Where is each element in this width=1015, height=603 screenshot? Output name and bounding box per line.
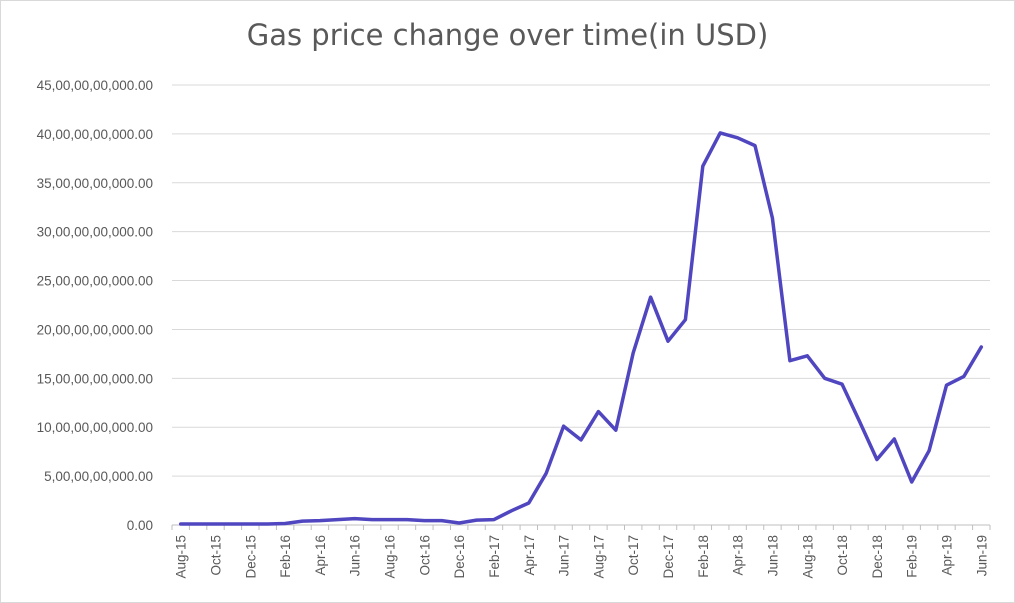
data-point bbox=[736, 136, 739, 139]
data-point bbox=[231, 523, 234, 526]
x-tick-label: Dec-18 bbox=[870, 535, 885, 579]
x-tick-label: Jun-16 bbox=[348, 535, 363, 576]
data-point bbox=[667, 340, 670, 343]
data-point bbox=[475, 519, 478, 522]
chart-title: Gas price change over time(in USD) bbox=[246, 18, 769, 52]
x-tick-label: Dec-16 bbox=[452, 535, 467, 579]
x-tick-label: Feb-16 bbox=[278, 535, 293, 578]
data-point bbox=[980, 346, 983, 349]
data-point bbox=[405, 518, 408, 521]
data-point bbox=[771, 216, 774, 219]
data-point bbox=[458, 522, 461, 525]
data-point bbox=[318, 519, 321, 522]
data-point bbox=[336, 518, 339, 521]
x-tick-label: Aug-16 bbox=[383, 535, 398, 579]
data-point bbox=[858, 420, 861, 423]
x-tick-label: Dec-15 bbox=[243, 535, 258, 579]
data-point bbox=[179, 523, 182, 526]
y-tick-label: 30,00,00,00,000.00 bbox=[37, 225, 153, 240]
x-tick-label: Aug-17 bbox=[591, 535, 606, 579]
data-point bbox=[788, 359, 791, 362]
x-tick-label: Feb-19 bbox=[905, 535, 920, 578]
x-axis: Aug-15 Oct-15 Dec-15 Feb-16 Apr-16 Jun-16 Aug-… bbox=[171, 524, 991, 579]
x-tick-label: Apr-19 bbox=[939, 535, 954, 576]
data-point bbox=[806, 354, 809, 357]
y-tick-label: 45,00,00,00,000.00 bbox=[37, 78, 153, 93]
data-point bbox=[928, 449, 931, 452]
x-tick-label: Oct-18 bbox=[835, 535, 850, 576]
x-tick-label: Aug-15 bbox=[174, 535, 189, 579]
data-point bbox=[214, 523, 217, 526]
data-point bbox=[423, 519, 426, 522]
data-point bbox=[719, 131, 722, 134]
x-tick-label: Oct-17 bbox=[626, 535, 641, 576]
y-tick-label: 15,00,00,00,000.00 bbox=[37, 371, 153, 386]
data-point bbox=[301, 520, 304, 523]
x-tick-label: Feb-17 bbox=[487, 535, 502, 578]
data-point bbox=[545, 472, 548, 475]
data-point bbox=[893, 437, 896, 440]
series-line bbox=[178, 131, 984, 526]
data-point bbox=[527, 502, 530, 505]
y-tick-label: 20,00,00,00,000.00 bbox=[37, 322, 153, 337]
data-point bbox=[492, 518, 495, 521]
data-point bbox=[649, 296, 652, 299]
data-point bbox=[632, 351, 635, 354]
y-tick-label: 10,00,00,00,000.00 bbox=[37, 420, 153, 435]
x-tick-label: Apr-16 bbox=[313, 535, 328, 576]
gridlines bbox=[172, 84, 990, 477]
data-point bbox=[388, 518, 391, 521]
data-point bbox=[580, 438, 583, 441]
data-point bbox=[353, 517, 356, 520]
y-tick-label: 5,00,00,00,000.00 bbox=[44, 469, 153, 484]
data-point bbox=[945, 384, 948, 387]
x-tick-label: Jun-19 bbox=[974, 535, 989, 576]
data-point bbox=[197, 523, 200, 526]
x-tick-label: Oct-16 bbox=[417, 535, 432, 576]
data-point bbox=[371, 518, 374, 521]
y-tick-label: 0.00 bbox=[127, 518, 153, 533]
data-point bbox=[701, 165, 704, 168]
x-tick-label: Jun-18 bbox=[765, 535, 780, 576]
data-point bbox=[284, 522, 287, 525]
data-point bbox=[249, 523, 252, 526]
data-point bbox=[823, 377, 826, 380]
data-point bbox=[266, 523, 269, 526]
data-point bbox=[614, 429, 617, 432]
data-point bbox=[841, 383, 844, 386]
data-point bbox=[562, 425, 565, 428]
data-point bbox=[684, 318, 687, 321]
plot-area bbox=[178, 131, 984, 526]
data-point bbox=[754, 144, 757, 147]
data-point bbox=[875, 458, 878, 461]
y-axis: 0.00 5,00,00,00,000.00 10,00,00,00,000.00 1… bbox=[37, 78, 153, 533]
data-point bbox=[440, 519, 443, 522]
x-tick-label: Apr-18 bbox=[731, 535, 746, 576]
x-tick-label: Dec-17 bbox=[661, 535, 676, 579]
x-tick-label: Apr-17 bbox=[522, 535, 537, 576]
y-tick-label: 25,00,00,00,000.00 bbox=[37, 274, 153, 289]
x-tick-label: Oct-15 bbox=[209, 535, 224, 576]
y-tick-label: 40,00,00,00,000.00 bbox=[37, 127, 153, 142]
x-tick-label: Jun-17 bbox=[557, 535, 572, 576]
data-point bbox=[962, 375, 965, 378]
data-point bbox=[597, 410, 600, 413]
x-tick-label: Feb-18 bbox=[696, 535, 711, 578]
x-tick-label: Aug-18 bbox=[800, 535, 815, 579]
y-tick-label: 35,00,00,00,000.00 bbox=[37, 176, 153, 191]
data-point bbox=[510, 509, 513, 512]
data-point bbox=[910, 480, 913, 483]
